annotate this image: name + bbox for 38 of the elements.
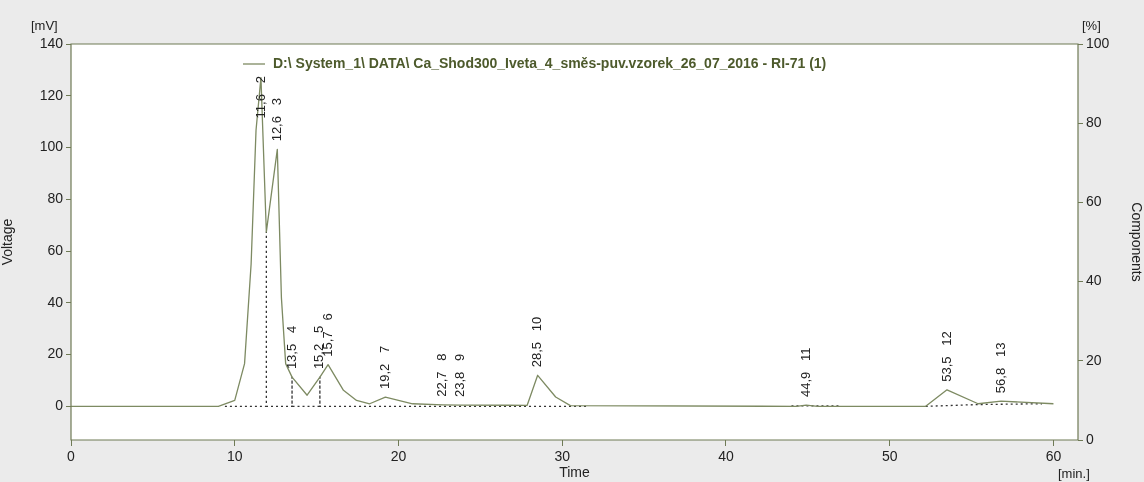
y2-tick-label: 0: [1086, 430, 1094, 447]
annotation: 23,8 9: [452, 353, 468, 398]
x-tick-label: 30: [554, 448, 571, 465]
y-tick-label: 80: [47, 190, 64, 207]
x-tick-label: 50: [881, 448, 898, 465]
text: [min.]: [1058, 465, 1090, 481]
annotation: 12,6 3: [268, 97, 284, 142]
y-tick-label: 120: [39, 86, 64, 103]
y2-tick-label: 20: [1086, 351, 1102, 368]
legend-label: D:\ System_1\ DATA\ Ca_Shod300_Iveta_4_směs-puv.vzorek_26_07_2016 - RI-71 (1): [273, 54, 827, 71]
y2-tick-label: 60: [1086, 193, 1102, 210]
annotation: 13,5 4: [283, 325, 299, 370]
y2-tick-label: 80: [1086, 114, 1102, 131]
x-tick-label: 40: [718, 448, 734, 465]
annotation: 56,8 13: [992, 342, 1008, 394]
text: [mV]: [31, 17, 58, 33]
annotation: 28,5 10: [529, 316, 545, 368]
y-axis-title: Voltage: [0, 218, 16, 266]
y-tick-label: 40: [47, 293, 64, 310]
y2-tick-label: 100: [1086, 34, 1110, 51]
x-tick-label: 10: [226, 448, 243, 465]
annotation: 11,6 2: [252, 76, 268, 119]
y-tick-label: 100: [39, 138, 64, 155]
x-tick-label: 20: [390, 448, 407, 465]
y2-axis-title: Components: [1128, 202, 1144, 282]
text: [%]: [1082, 17, 1101, 33]
y-tick-label: 60: [47, 241, 64, 258]
y-tick-label: 140: [39, 34, 64, 51]
x-axis-title: Time: [559, 464, 591, 481]
y-tick-label: 20: [47, 345, 64, 362]
y2-tick-label: 40: [1086, 272, 1102, 289]
annotation: 19,2 7: [376, 345, 392, 390]
x-tick-label: 0: [67, 448, 76, 465]
annotation: 44,9 11: [797, 347, 813, 398]
annotation: 22,7 8: [434, 353, 450, 397]
y-tick-label: 0: [55, 397, 64, 414]
x-tick-label: 60: [1045, 448, 1062, 465]
annotation: 53,5 12: [938, 331, 954, 382]
